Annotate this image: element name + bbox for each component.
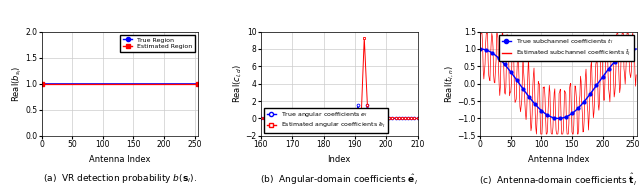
- Legend: True subchannel coefficients $t_l$, Estimated subchannel coefficients $\hat{t}_l: True subchannel coefficients $t_l$, Esti…: [499, 35, 634, 61]
- Legend: True Region, Estimated Region: True Region, Estimated Region: [120, 35, 195, 52]
- X-axis label: Index: Index: [328, 155, 351, 163]
- Y-axis label: Real$(b_{s_l})$: Real$(b_{s_l})$: [10, 66, 24, 102]
- X-axis label: Antenna Index: Antenna Index: [528, 155, 589, 163]
- Y-axis label: Real$(c_{l,d})$: Real$(c_{l,d})$: [232, 64, 244, 103]
- Legend: True angular coefficients $e_l$, Estimated angular coefficients $\hat{e}_l$: True angular coefficients $e_l$, Estimat…: [264, 108, 388, 133]
- Text: (a)  VR detection probability $b(\mathbf{s}_l)$.: (a) VR detection probability $b(\mathbf{…: [43, 172, 197, 185]
- Text: (b)  Angular-domain coefficients $\hat{\mathbf{e}}_l$: (b) Angular-domain coefficients $\hat{\m…: [260, 172, 418, 186]
- Y-axis label: Real$(t_{l,n})$: Real$(t_{l,n})$: [444, 65, 456, 103]
- Text: (c)  Antenna-domain coefficients $\hat{\mathbf{t}}_l$: (c) Antenna-domain coefficients $\hat{\m…: [479, 172, 637, 186]
- X-axis label: Antenna Index: Antenna Index: [89, 155, 150, 163]
